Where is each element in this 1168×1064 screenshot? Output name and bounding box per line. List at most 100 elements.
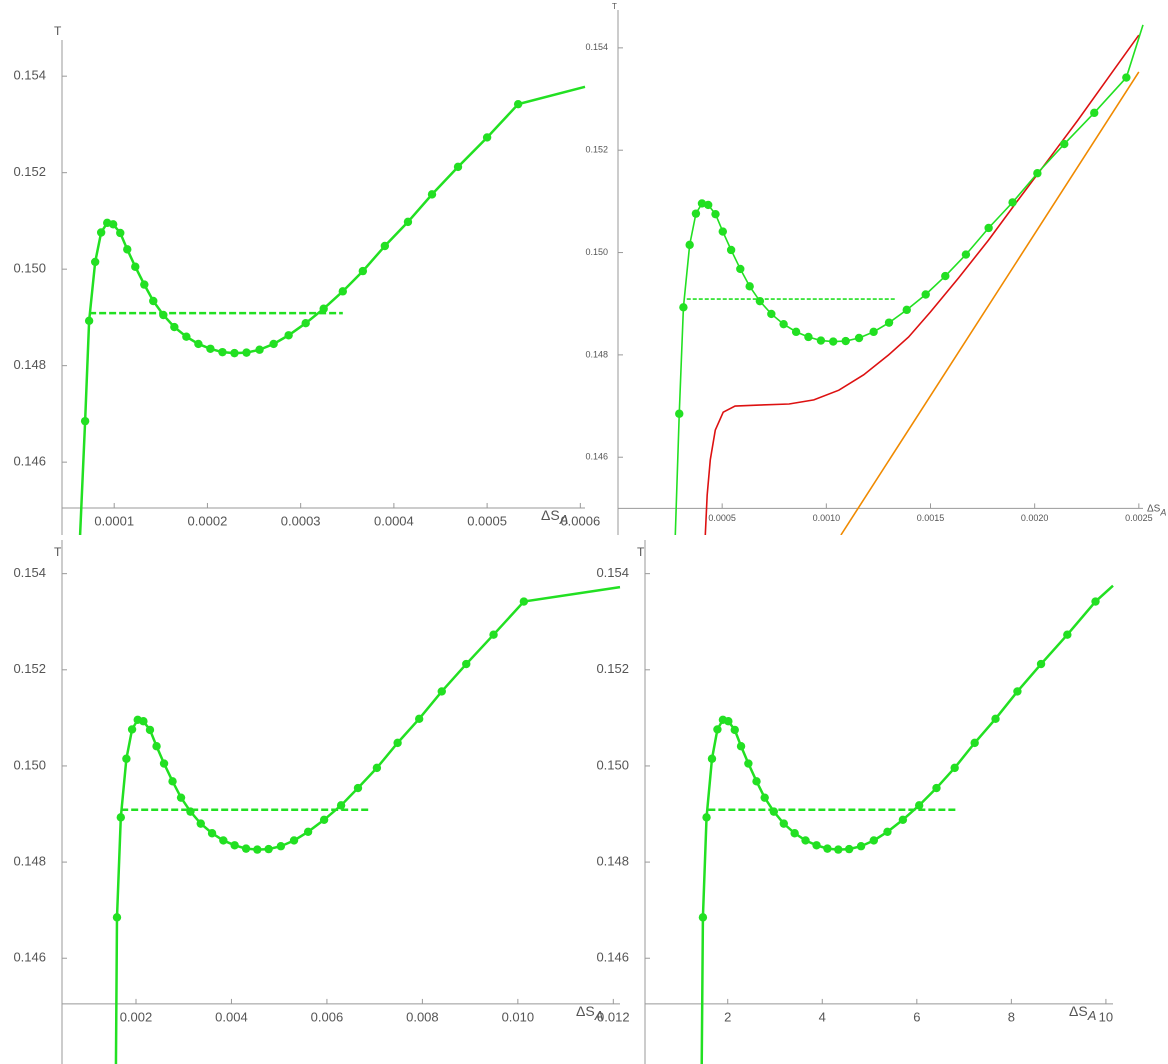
data-point [961,250,971,259]
data-point [902,305,911,315]
data-point [829,337,838,346]
x-axis-label-main: ΔS [576,1003,595,1019]
data-point [691,209,701,218]
y-tick-label: 0.146 [13,950,46,965]
data-point [84,316,94,325]
data-point [122,754,131,763]
x-axis-label: ΔSA [1069,1003,1096,1024]
data-point [301,319,310,328]
data-point [462,659,471,669]
x-tick-label: 8 [1008,1009,1015,1024]
data-point [921,290,930,299]
data-point [427,190,437,199]
x-tick-label: 0.0005 [708,513,736,523]
x-tick-label: 0.0020 [1021,513,1049,523]
x-tick-label: 10 [1099,1009,1113,1024]
x-axis-label-main: ΔS [1069,1003,1088,1019]
data-point [854,333,864,343]
data-point [269,339,278,349]
data-point [513,99,523,109]
y-axis-label: T [54,24,62,38]
data-point [123,245,132,254]
plot-area [674,24,1144,535]
data-point [253,845,262,854]
data-point [219,836,228,845]
data-point [90,257,100,267]
y-tick-label: 0.148 [596,854,629,869]
x-tick-label: 6 [913,1009,920,1024]
plot-area [698,584,1114,1064]
data-point [950,763,959,773]
panel: 0.002 0.004 0.006 0.008 0.010 0.012 0.146 0.148… [13,540,630,1064]
data-point [941,271,950,281]
data-point [869,836,878,845]
data-point [932,783,941,793]
data-point [1008,198,1017,207]
data-point [319,304,328,313]
curve [674,24,1144,535]
data-point [702,813,711,822]
data-point [1063,630,1072,639]
data-point [1036,659,1046,669]
data-point [159,310,168,320]
data-point [898,815,908,824]
y-tick-label: 0.146 [596,950,629,965]
data-point [168,777,177,786]
data-point [196,819,205,828]
data-point [1060,139,1069,149]
data-point [176,793,186,802]
data-point [159,759,169,768]
data-point [96,228,106,237]
data-point [736,742,746,751]
data-point [1122,73,1131,82]
x-axis-label: ΔSA [1147,503,1166,518]
data-point [336,801,346,810]
data-point [744,759,753,768]
y-tick-label: 0.152 [13,164,46,179]
y-tick-label: 0.150 [585,247,608,257]
data-point [207,829,217,838]
y-tick-label: 0.146 [13,454,46,469]
y-tick-label: 0.154 [13,68,46,83]
data-point [675,409,684,418]
data-point [834,845,843,854]
data-point [80,416,90,426]
x-axis-label: ΔSA [541,507,568,528]
data-point [186,807,195,816]
data-point [790,829,799,838]
data-point [791,327,801,337]
data-point [812,841,821,850]
data-point [116,228,125,238]
x-axis-label-sub: A [1087,1008,1097,1023]
y-tick-label: 0.150 [13,757,46,772]
data-point [380,241,390,251]
curve [840,71,1140,535]
curve [700,584,1114,1064]
data-point [767,309,776,319]
y-tick-label: 0.148 [13,854,46,869]
data-point [230,841,239,850]
data-point [779,319,788,329]
data-point [1090,108,1099,118]
data-point [698,913,708,922]
data-point [149,296,158,306]
y-axis-label: T [612,2,617,11]
data-point [127,725,137,734]
data-point [255,345,264,354]
y-tick-label: 0.154 [585,42,608,52]
data-point [112,913,122,922]
x-axis-label: ΔSA [576,1003,603,1024]
data-point [841,336,850,346]
data-point [489,630,498,639]
data-point [726,245,736,255]
data-point [823,844,832,853]
x-tick-label: 0.0001 [94,513,134,528]
data-point [319,815,329,824]
data-point [844,844,854,854]
x-tick-label: 0.0002 [188,513,228,528]
data-point [152,742,161,751]
data-point [970,738,979,748]
data-point [1033,169,1042,178]
data-point [358,266,368,276]
